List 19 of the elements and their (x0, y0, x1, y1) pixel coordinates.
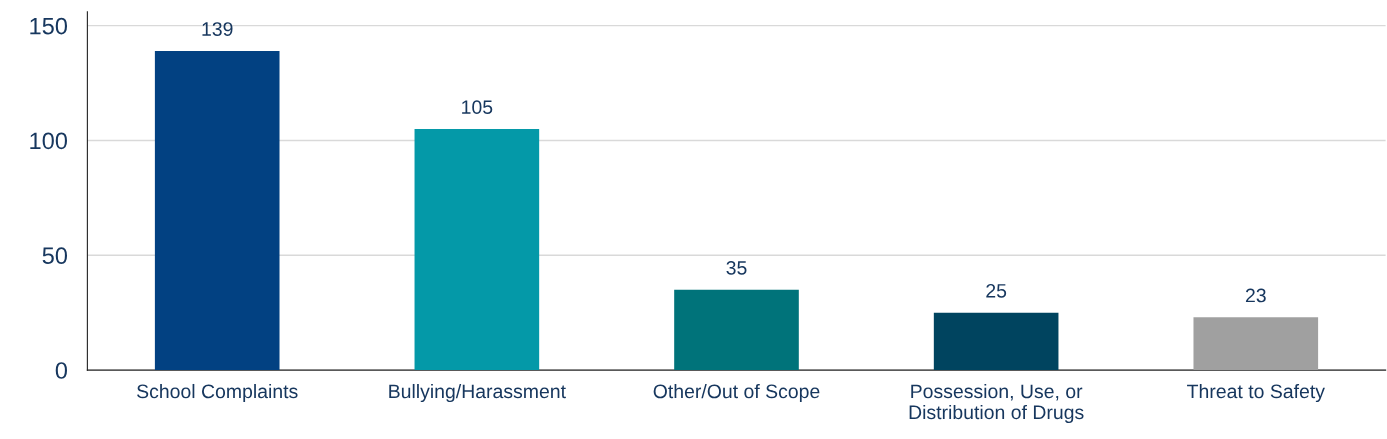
x-tick-label: School Complaints (137, 383, 298, 403)
data-label: 25 (986, 283, 1007, 298)
y-tick-label: 150 (30, 17, 68, 35)
data-label: 23 (1245, 288, 1266, 303)
data-label: 35 (726, 260, 747, 275)
bar (414, 128, 540, 371)
x-tick-label: Possession, Use, or Distribution of Drugs (909, 383, 1084, 424)
data-label: 105 (462, 100, 493, 115)
x-tick-label: Other/Out of Scope (653, 383, 820, 403)
y-tick-label: 0 (55, 362, 68, 379)
x-tick-label: Bullying/Harassment (389, 383, 566, 403)
bar (674, 289, 799, 371)
bar (154, 50, 280, 371)
data-label: 139 (202, 22, 233, 36)
x-tick-label: Threat to Safety (1187, 383, 1325, 403)
bar (933, 312, 1059, 371)
y-tick-label: 50 (42, 247, 68, 265)
bar (1193, 317, 1319, 371)
y-tick-label: 100 (30, 132, 68, 150)
